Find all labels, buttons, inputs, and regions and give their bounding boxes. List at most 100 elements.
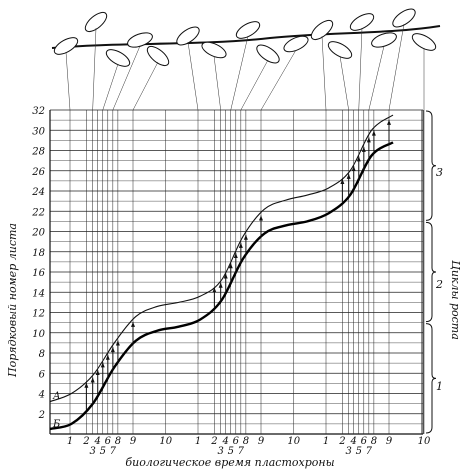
leaf-leader-line xyxy=(213,55,221,111)
growth-arrowhead xyxy=(366,137,371,143)
leaf-shape xyxy=(411,33,437,51)
series-a-label: А xyxy=(52,391,61,402)
growth-arrowhead xyxy=(351,165,356,171)
x-tick-label: 4 xyxy=(350,436,357,447)
leaf-shape xyxy=(53,37,79,55)
growth-arrowhead xyxy=(84,382,89,388)
x-tick-label: 8 xyxy=(115,436,121,447)
leaf-shape xyxy=(256,44,280,64)
x-tick-label: 8 xyxy=(243,436,249,447)
leaf-shape xyxy=(201,41,227,59)
cycle-3-label: 3 xyxy=(436,166,443,179)
growth-arrowhead xyxy=(228,263,233,269)
x-tick-label: 10 xyxy=(287,436,300,447)
x-tick-label: 8 xyxy=(371,436,377,447)
leaf-shape xyxy=(84,11,108,33)
x-tick-label-secondary: 5 xyxy=(356,446,362,457)
series-a-line xyxy=(49,114,394,403)
growth-arrowhead xyxy=(387,119,391,125)
leaf-shape xyxy=(349,13,375,31)
x-tick-label: 4 xyxy=(94,436,101,447)
leaf-shape xyxy=(176,26,200,46)
leaf-leader-line xyxy=(368,45,385,111)
leaf-leader-line xyxy=(112,45,141,111)
x-tick-label: 6 xyxy=(233,436,240,447)
y-tick-label: 10 xyxy=(32,329,45,340)
growth-arrowhead xyxy=(95,369,100,375)
leaf-leader-line xyxy=(92,27,97,111)
branch-stem xyxy=(51,25,441,49)
leaf-leader-line xyxy=(240,59,269,111)
x-tick-label: 4 xyxy=(222,436,229,447)
growth-arrowhead xyxy=(212,287,217,293)
x-tick-label: 9 xyxy=(258,436,265,447)
x-tick-label-secondary: 3 xyxy=(345,446,351,457)
growth-arrowhead xyxy=(233,253,238,259)
x-tick-label-secondary: 5 xyxy=(228,446,234,457)
leaf-shape xyxy=(105,49,131,67)
leaf-leader-line xyxy=(358,27,363,111)
y-tick-label: 22 xyxy=(31,207,45,218)
growth-arrowhead xyxy=(238,242,243,248)
x-tick-label: 9 xyxy=(386,436,393,447)
leaf-leader-line xyxy=(321,35,327,111)
y-tick-label: 30 xyxy=(32,126,45,137)
leaf-shape xyxy=(371,32,397,48)
growth-arrowhead xyxy=(131,321,135,327)
leaf-leader-line xyxy=(132,61,159,111)
leafy-branch-illustration xyxy=(51,8,441,111)
leaf-shape xyxy=(310,19,334,41)
y-tick-label: 26 xyxy=(31,167,45,178)
cycle-2-label: 2 xyxy=(435,278,443,291)
x-tick-label: 6 xyxy=(105,436,112,447)
x-tick-label-secondary: 3 xyxy=(89,446,95,457)
growth-arrowhead xyxy=(259,215,263,221)
x-tick-label-secondary: 7 xyxy=(110,446,117,457)
leaf-shape xyxy=(283,35,309,53)
x-tick-label-secondary: 5 xyxy=(100,446,106,457)
leaf-leader-line xyxy=(339,55,349,111)
x-tick-label: 6 xyxy=(361,436,368,447)
y-tick-label: 16 xyxy=(32,268,45,279)
y-tick-label: 2 xyxy=(38,410,45,421)
x-tick-label: 9 xyxy=(130,436,137,447)
y-tick-label: 4 xyxy=(38,390,45,401)
x-axis-label: биологическое время пластохроны xyxy=(125,456,334,469)
y-tick-label: 24 xyxy=(31,187,45,198)
growth-arrowhead xyxy=(243,234,248,240)
leaf-leader-line xyxy=(187,41,199,111)
x-tick-label: 2 xyxy=(82,436,89,447)
x-tick-label-secondary: 7 xyxy=(366,446,373,457)
leaf-leader-line xyxy=(260,49,297,111)
y-tick-label: 28 xyxy=(31,147,45,158)
leaf-shape xyxy=(327,41,353,59)
growth-arrowhead xyxy=(90,377,95,383)
x-tick-label: 2 xyxy=(210,436,217,447)
cycle-brace xyxy=(425,323,437,434)
y-tick-label: 18 xyxy=(32,248,45,259)
chart-grid xyxy=(49,109,437,435)
growth-arrowhead xyxy=(340,178,345,184)
y-tick-label: 6 xyxy=(39,369,46,380)
cycle-brace xyxy=(425,221,437,323)
y-tick-label: 14 xyxy=(32,288,45,299)
y-tick-label: 8 xyxy=(39,349,45,360)
leaf-shape xyxy=(146,45,170,67)
series-b-label: Б xyxy=(52,419,61,430)
leaf-shape xyxy=(127,32,153,48)
x-tick-label: 2 xyxy=(338,436,345,447)
y-tick-label: 12 xyxy=(32,309,45,320)
leaf-leader-line xyxy=(230,35,249,111)
growth-arrowhead xyxy=(361,146,366,152)
growth-arrowhead xyxy=(356,156,361,162)
leaf-shape xyxy=(235,21,261,39)
x-tick-label: 10 xyxy=(418,436,431,447)
x-tick-label-secondary: 7 xyxy=(238,446,245,457)
growth-arrowhead xyxy=(218,282,223,288)
x-tick-label: 10 xyxy=(159,436,172,447)
growth-arrows xyxy=(84,119,391,410)
growth-arrowhead xyxy=(223,273,228,279)
growth-cycles-label: Циклы роста xyxy=(449,260,461,340)
